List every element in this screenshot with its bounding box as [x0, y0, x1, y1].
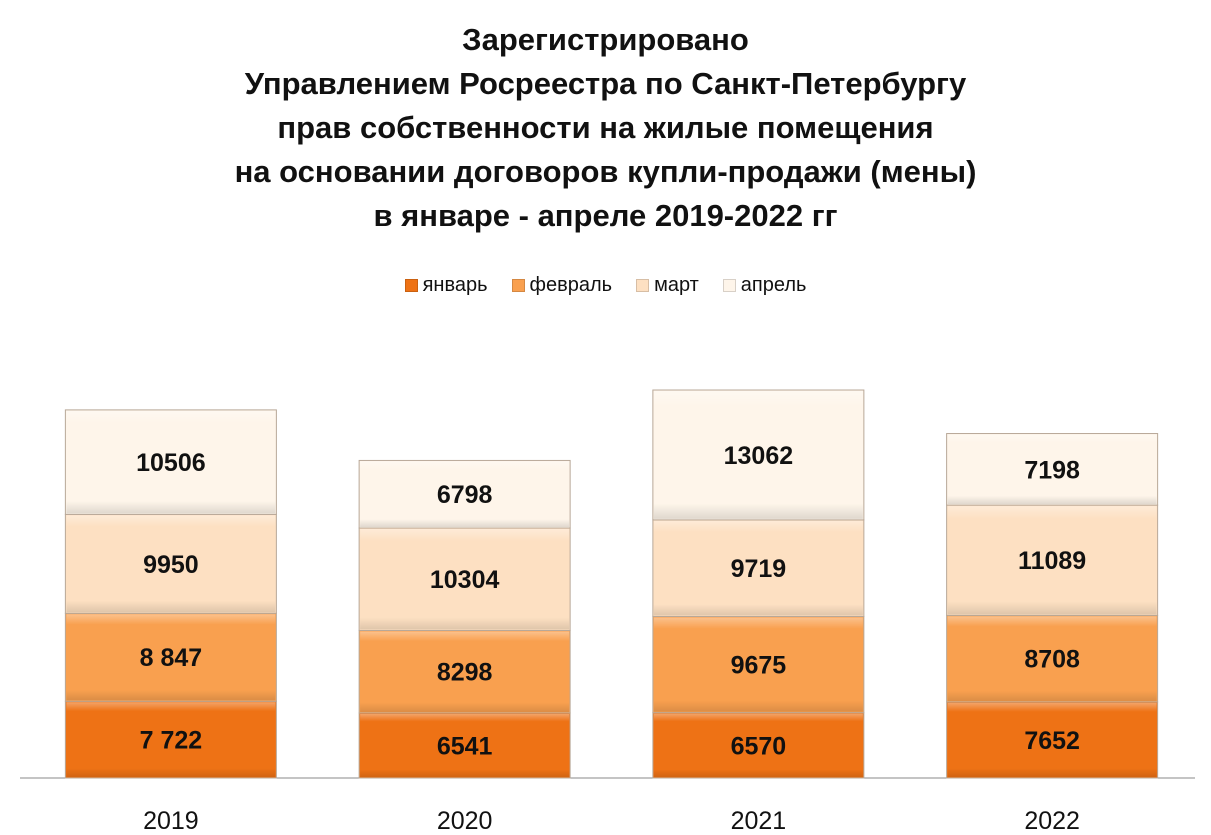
- bar-bevel: [653, 617, 863, 712]
- legend-item-february: февраль: [511, 274, 613, 297]
- data-label: 7652: [1024, 727, 1080, 755]
- data-label: 6570: [731, 732, 787, 760]
- bar-bevel: [653, 391, 863, 519]
- legend-item-april: апрель: [722, 274, 807, 297]
- x-tick-label: 2020: [437, 807, 493, 835]
- legend-item-january: январь: [404, 274, 488, 297]
- bar-bevel: [360, 529, 570, 630]
- bar-bevel: [66, 515, 276, 613]
- legend: январь февраль март апрель: [0, 274, 1211, 297]
- legend-label: февраль: [529, 274, 613, 296]
- bar-bevel: [653, 713, 863, 777]
- bar-bevel: [947, 702, 1157, 777]
- legend-item-march: март: [636, 274, 699, 297]
- bar-bevel: [66, 410, 276, 514]
- legend-swatch: [636, 279, 650, 292]
- data-label: 6798: [437, 481, 493, 509]
- x-tick-label: 2019: [143, 807, 199, 835]
- title-line: Управлением Росреестра по Санкт-Петербур…: [244, 66, 967, 101]
- title-line: в январе - апреле 2019-2022 гг: [373, 198, 838, 233]
- bar-bevel: [947, 434, 1157, 505]
- bar-bevel: [947, 616, 1157, 701]
- title-line: прав собственности на жилые помещения: [277, 110, 934, 145]
- data-label: 9950: [143, 551, 199, 579]
- legend-swatch: [404, 279, 418, 292]
- data-label: 11089: [1018, 547, 1086, 575]
- x-tick-label: 2022: [1024, 807, 1080, 835]
- chart-title: Зарегистрировано Управлением Росреестра …: [0, 18, 1211, 238]
- legend-label: март: [654, 274, 699, 296]
- bar-bevel: [360, 631, 570, 712]
- data-label: 7 722: [140, 727, 203, 755]
- bar-bevel: [653, 520, 863, 616]
- data-label: 10304: [430, 566, 500, 594]
- data-label: 9719: [731, 555, 787, 583]
- bar-bevel: [360, 461, 570, 528]
- bar-bevel: [947, 506, 1157, 615]
- bar-bevel: [66, 702, 276, 777]
- title-line: на основании договоров купли-продажи (ме…: [234, 154, 977, 189]
- bar-bevel: [360, 713, 570, 777]
- data-label: 8 847: [140, 644, 203, 672]
- data-label: 9675: [731, 652, 787, 680]
- bar-bevel: [66, 614, 276, 701]
- data-label: 8708: [1024, 646, 1080, 674]
- data-label: 10506: [136, 449, 206, 477]
- data-label: 13062: [724, 442, 794, 470]
- x-tick-label: 2021: [731, 807, 787, 835]
- title-line: Зарегистрировано: [462, 22, 749, 57]
- legend-label: апрель: [740, 274, 807, 296]
- data-label: 6541: [437, 732, 493, 760]
- data-label: 8298: [437, 659, 493, 687]
- legend-swatch: [722, 279, 736, 292]
- legend-swatch: [511, 279, 525, 292]
- data-label: 7198: [1024, 456, 1080, 484]
- legend-label: январь: [422, 274, 488, 296]
